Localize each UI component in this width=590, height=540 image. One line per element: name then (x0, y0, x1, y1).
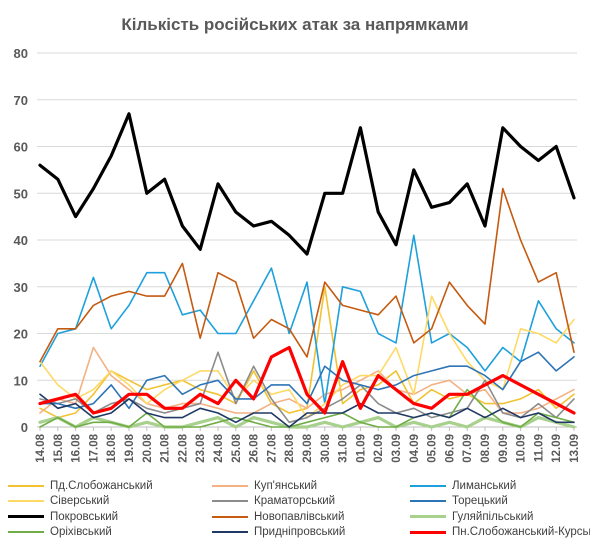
x-tick-label: 11.09 (533, 434, 545, 462)
legend-swatch (410, 500, 446, 502)
line-chart: Кількість російських атак за напрямками … (14, 15, 581, 463)
y-tick-label: 40 (14, 233, 28, 248)
series-lines (38, 112, 576, 429)
legend-swatch (8, 484, 44, 487)
legend-item: Пд.Слобожанський (8, 478, 153, 493)
x-tick-label: 24.08 (213, 433, 225, 462)
legend-label: Торецький (452, 495, 508, 507)
x-tick-label: 21.08 (160, 433, 172, 462)
y-axis-ticks: 0 10 20 30 40 50 60 70 80 (14, 46, 28, 435)
y-tick-label: 50 (14, 186, 28, 201)
series-line-3 (39, 234, 575, 405)
legend-label: Пн.Слобожанський-Курський (452, 526, 590, 538)
x-tick-label: 26.08 (249, 433, 261, 462)
legend-item: Пн.Слобожанський-Курський (410, 525, 590, 540)
x-tick-label: 09.09 (498, 434, 510, 463)
x-tick-label: 23.08 (195, 433, 207, 462)
legend-item: Покровський (8, 509, 118, 524)
legend-label: Придніпровський (254, 526, 346, 538)
series-line-5 (39, 351, 575, 424)
x-tick-label: 10.09 (516, 434, 528, 463)
legend-swatch (212, 500, 248, 502)
legend-label: Покровський (50, 510, 119, 523)
y-tick-label: 0 (21, 420, 28, 435)
x-tick-label: 15.08 (53, 433, 65, 462)
legend-item: Придніпровський (212, 525, 345, 540)
legend: Пд.Слобожанський Куп'янський Лиманський Сів… (0, 478, 590, 540)
legend-item: Лиманський (410, 478, 516, 493)
legend-swatch (212, 515, 248, 518)
legend-item: Новопавлівський (212, 509, 344, 524)
x-tick-label: 27.08 (266, 433, 278, 462)
legend-label: Краматорський (254, 495, 336, 507)
legend-swatch (8, 531, 44, 533)
legend-item: Оріхівський (8, 525, 112, 540)
x-tick-label: 06.09 (444, 434, 456, 463)
legend-swatch (410, 515, 446, 518)
legend-item: Сіверський (8, 494, 109, 509)
legend-item: Гуляйпільський (410, 509, 533, 524)
legend-label: Гуляйпільський (452, 510, 534, 523)
x-tick-label: 03.09 (391, 434, 403, 463)
x-tick-label: 25.08 (231, 433, 243, 462)
y-tick-label: 10 (14, 373, 28, 388)
legend-item: Куп'янський (212, 478, 317, 493)
y-tick-label: 70 (14, 93, 28, 108)
series-line-6 (39, 351, 575, 410)
series-line-7 (38, 112, 576, 256)
legend-swatch (410, 484, 446, 487)
x-tick-label: 19.08 (124, 433, 136, 462)
y-tick-label: 30 (14, 280, 28, 295)
x-tick-label: 18.08 (106, 433, 118, 462)
y-tick-label: 60 (14, 140, 28, 155)
x-tick-label: 01.09 (355, 434, 367, 463)
legend-item: Торецький (410, 494, 508, 509)
legend-swatch (212, 484, 248, 487)
legend-item: Краматорський (212, 494, 335, 509)
legend-label: Новопавлівський (254, 510, 345, 523)
x-tick-label: 12.09 (551, 434, 563, 463)
x-tick-label: 29.08 (302, 433, 314, 462)
legend-label: Оріхівський (50, 526, 112, 538)
x-axis-ticks: 14.08 15.08 16.08 17.08 18.08 19.08 20.08 21.08… (35, 427, 581, 463)
legend-swatch (212, 531, 248, 533)
y-tick-label: 80 (14, 46, 28, 61)
x-tick-label: 16.08 (71, 433, 83, 462)
x-tick-label: 30.08 (320, 433, 332, 462)
series-line-11 (39, 393, 575, 428)
legend-label: Лиманський (452, 479, 517, 492)
legend-swatch (8, 515, 44, 518)
chart-title: Кількість російських атак за напрямками (121, 15, 468, 34)
x-tick-label: 02.09 (373, 434, 385, 463)
legend-swatch (410, 530, 446, 534)
x-tick-label: 31.08 (338, 433, 350, 462)
legend-label: Пд.Слобожанський (50, 479, 153, 492)
series-line-8 (39, 187, 575, 363)
x-tick-label: 08.09 (480, 434, 492, 463)
gridlines (37, 52, 577, 428)
legend-swatch (8, 500, 44, 502)
x-tick-label: 28.08 (284, 433, 296, 462)
legend-label: Куп'янський (254, 479, 318, 492)
x-tick-label: 07.09 (462, 434, 474, 463)
x-tick-label: 04.09 (409, 434, 421, 463)
series-line-12 (38, 345, 576, 415)
series-line-10 (39, 388, 575, 428)
x-tick-label: 05.09 (427, 434, 439, 463)
x-tick-label: 22.08 (177, 433, 189, 462)
x-tick-label: 13.09 (569, 434, 581, 463)
y-tick-label: 20 (14, 327, 28, 342)
legend-label: Сіверський (50, 495, 110, 507)
x-tick-label: 14.08 (35, 433, 47, 462)
x-tick-label: 20.08 (142, 433, 154, 462)
series-line-2 (39, 346, 575, 414)
x-tick-label: 17.08 (88, 433, 100, 462)
